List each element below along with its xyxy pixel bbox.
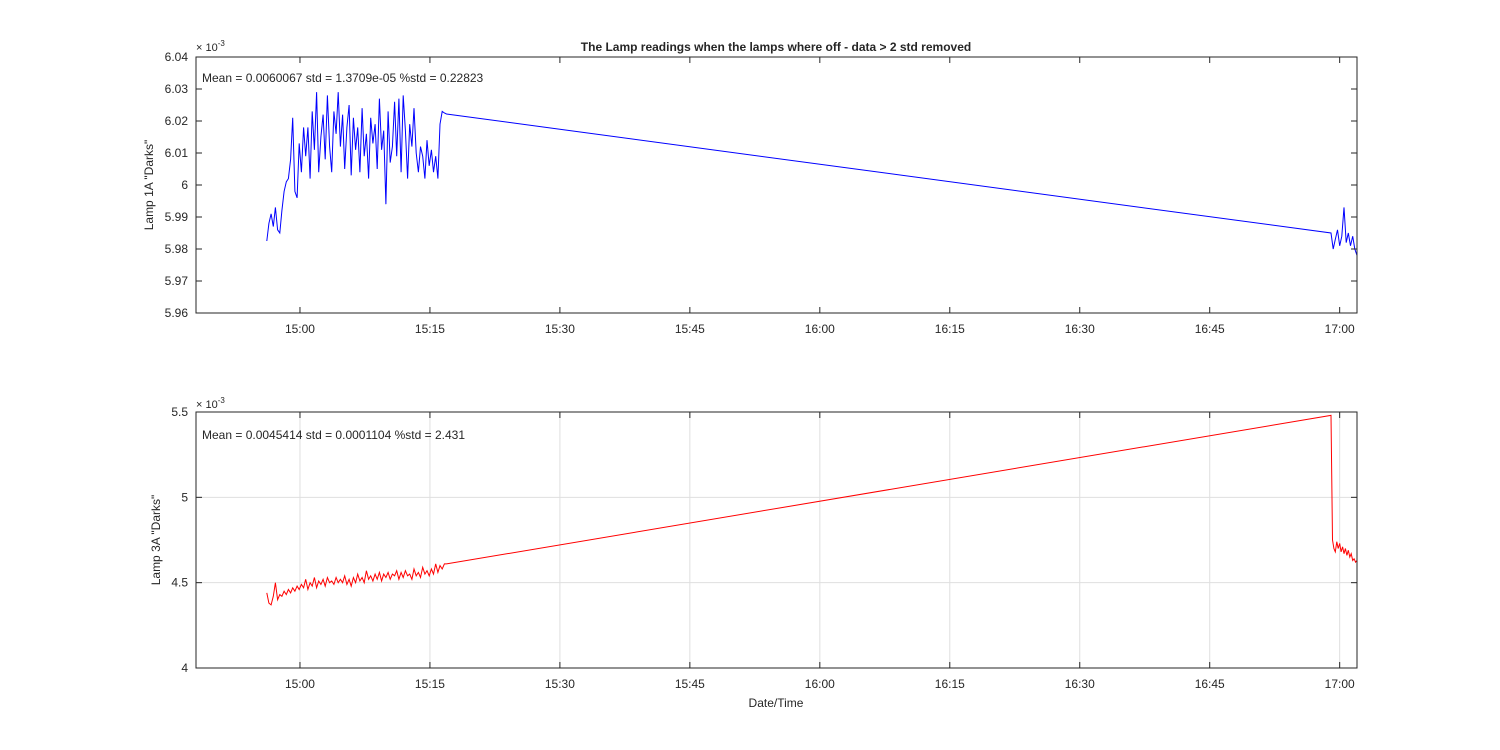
bottom-x-tick-label: 15:00 — [285, 677, 315, 691]
bottom-annotation: Mean = 0.0045414 std = 0.0001104 %std = … — [202, 428, 465, 442]
top-x-tick-label: 16:15 — [935, 322, 965, 336]
bottom-y-tick-label: 5 — [181, 490, 188, 504]
bottom-x-tick-label: 16:30 — [1065, 677, 1095, 691]
bottom-axes: 15:00 15:15 15:30 15:45 16:00 16:15 16:30 16:45… — [149, 396, 1358, 710]
bottom-y-tick-label: 4.5 — [171, 576, 188, 590]
bottom-exponent-base: × 10 — [196, 399, 218, 411]
top-x-tick-label: 16:45 — [1195, 322, 1225, 336]
top-y-axis-label: Lamp 1A "Darks" — [142, 140, 156, 231]
top-exponent-base: × 10 — [196, 42, 218, 54]
top-x-tick-label: 17:00 — [1325, 322, 1355, 336]
bottom-x-tick-label: 16:45 — [1195, 677, 1225, 691]
bottom-exponent-power: -3 — [218, 396, 226, 405]
top-plot-area — [196, 57, 1357, 313]
bottom-x-tick-label: 15:15 — [415, 677, 445, 691]
bottom-exponent-label: × 10-3 — [196, 396, 225, 411]
top-y-tick-label: 5.97 — [165, 274, 189, 288]
bottom-x-tick-label: 15:30 — [545, 677, 575, 691]
bottom-y-tick-label: 4 — [181, 661, 188, 675]
bottom-y-tick-label: 5.5 — [171, 405, 188, 419]
top-y-tick-label: 5.99 — [165, 210, 189, 224]
bottom-plot-area — [196, 412, 1357, 668]
bottom-x-tick-label: 16:00 — [805, 677, 835, 691]
top-x-tick-label: 15:30 — [545, 322, 575, 336]
bottom-y-axis-label: Lamp 3A "Darks" — [149, 495, 163, 586]
bottom-x-tick-label: 16:15 — [935, 677, 965, 691]
bottom-y-ticks: 4 4.5 5 5.5 — [171, 405, 1357, 675]
bottom-plot-frame — [195, 411, 1358, 669]
top-y-tick-label: 6.03 — [165, 82, 189, 96]
top-y-tick-label: 6.02 — [165, 114, 189, 128]
top-x-ticks: 15:00 15:15 15:30 15:45 16:00 16:15 16:30 16:45… — [285, 57, 1355, 336]
top-y-tick-label: 6.01 — [165, 146, 189, 160]
top-axes: 15:00 15:15 15:30 15:45 16:00 16:15 16:30 16:45… — [142, 39, 1358, 336]
top-exponent-label: × 10-3 — [196, 39, 225, 54]
top-x-tick-label: 16:00 — [805, 322, 835, 336]
top-y-tick-label: 5.96 — [165, 306, 189, 320]
top-y-tick-label: 5.98 — [165, 242, 189, 256]
top-y-tick-label: 6.04 — [165, 50, 189, 64]
top-exponent-power: -3 — [218, 39, 226, 48]
bottom-x-ticks: 15:00 15:15 15:30 15:45 16:00 16:15 16:30 16:45… — [285, 412, 1355, 691]
top-x-tick-label: 15:45 — [675, 322, 705, 336]
bottom-x-axis-label: Date/Time — [749, 696, 804, 710]
top-x-tick-label: 15:15 — [415, 322, 445, 336]
top-y-ticks: 5.96 5.97 5.98 5.99 6 6.01 6.02 6.03 6.04 — [165, 50, 1357, 320]
bottom-x-tick-label: 17:00 — [1325, 677, 1355, 691]
top-annotation: Mean = 0.0060067 std = 1.3709e-05 %std =… — [202, 71, 484, 85]
bottom-x-tick-label: 15:45 — [675, 677, 705, 691]
top-y-tick-label: 6 — [181, 178, 188, 192]
top-x-tick-label: 16:30 — [1065, 322, 1095, 336]
top-x-tick-label: 15:00 — [285, 322, 315, 336]
top-series-line — [266, 92, 1358, 256]
chart-title: The Lamp readings when the lamps where o… — [581, 40, 971, 54]
bottom-series-line — [266, 414, 1358, 606]
